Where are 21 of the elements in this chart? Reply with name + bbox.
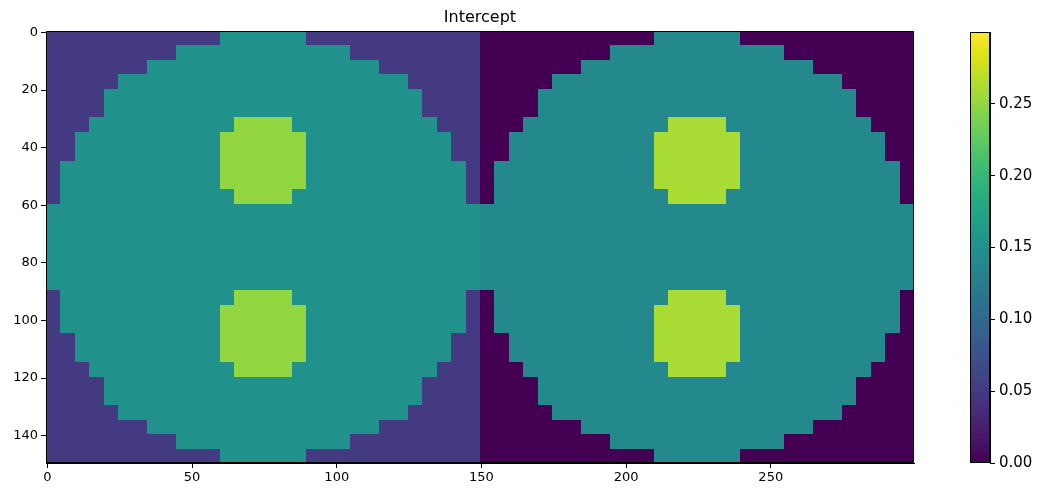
x-tick-label: 250: [758, 469, 784, 485]
y-tick-label: 140: [13, 427, 38, 443]
y-tick-label: 60: [21, 196, 38, 212]
y-tick-label: 20: [21, 81, 38, 97]
color-bar-label: 0.10: [999, 309, 1033, 328]
y-tick-label: 100: [13, 311, 38, 327]
x-tick-label: 100: [324, 469, 350, 485]
color-bar-label: 0.25: [999, 93, 1033, 112]
x-tick-label: 0: [43, 469, 52, 485]
y-tick-label: 80: [21, 254, 38, 270]
x-tick-label: 150: [469, 469, 494, 485]
color-bar-label: 0.15: [999, 237, 1033, 256]
color-bar-label: 0.05: [999, 381, 1033, 400]
x-tick-label: 50: [183, 469, 201, 485]
x-tick-label: 200: [613, 469, 639, 485]
color-bar-label: 0.00: [999, 452, 1033, 471]
y-tick-label: 0: [29, 23, 38, 39]
y-tick-label: 120: [13, 369, 38, 385]
y-tick-label: 40: [21, 139, 38, 155]
color-bar-label: 0.20: [999, 165, 1033, 184]
chart-title: Intercept: [443, 7, 517, 26]
